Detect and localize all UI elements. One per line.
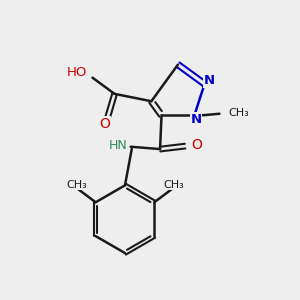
Text: O: O bbox=[99, 117, 110, 131]
Text: N: N bbox=[203, 74, 214, 88]
Text: CH₃: CH₃ bbox=[163, 180, 184, 190]
Text: HO: HO bbox=[67, 66, 87, 79]
Text: O: O bbox=[191, 138, 202, 152]
Text: CH₃: CH₃ bbox=[229, 108, 250, 118]
Text: N: N bbox=[190, 112, 201, 125]
Text: HN: HN bbox=[109, 139, 128, 152]
Text: CH₃: CH₃ bbox=[66, 180, 87, 190]
